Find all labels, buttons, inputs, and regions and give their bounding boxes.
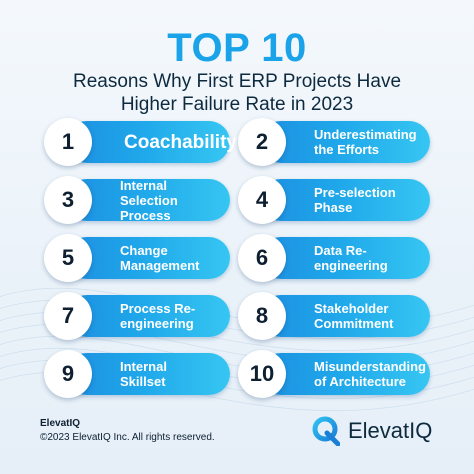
reason-number-10: 10 [238,350,286,398]
reason-number-5: 5 [44,234,92,282]
reason-label-2: Underestimating the Efforts [260,121,430,163]
reason-label-5: Change Management [66,237,230,279]
reason-item-7: Process Re-engineering 7 [44,292,230,340]
reason-label-3: Internal Selection Process [66,178,230,223]
reason-label-10: Misunderstanding of Architecture [260,353,430,395]
reason-label-8: Stakeholder Commitment [260,295,430,337]
reason-item-6: Data Re-engineering 6 [238,234,430,282]
reason-label-6: Data Re-engineering [260,237,430,279]
subtitle-line-1: Reasons Why First ERP Projects Have [72,71,402,92]
reason-label-1: Coachability [66,121,237,163]
logo-text: ElevatIQ [348,418,433,443]
reason-number-3: 3 [44,176,92,224]
reason-label-9: Internal Skillset [66,353,230,395]
reason-label-4: Pre-selection Phase [260,179,430,221]
footer-brand: ElevatIQ [40,418,81,429]
reason-number-6: 6 [238,234,286,282]
reason-item-8: Stakeholder Commitment 8 [238,292,430,340]
brand-logo: ElevatIQ [312,414,432,448]
reason-item-5: Change Management 5 [44,234,230,282]
subtitle-line-2: Higher Failure Rate in 2023 [120,94,354,115]
reason-number-1: 1 [44,118,92,166]
reason-item-2: Underestimating the Efforts 2 [238,118,430,166]
elevatiq-q-logo-icon [312,416,340,446]
reason-number-8: 8 [238,292,286,340]
reason-item-3: Internal Selection Process 3 [44,176,230,224]
reason-number-2: 2 [238,118,286,166]
reason-item-10: Misunderstanding of Architecture 10 [238,350,430,398]
reason-number-9: 9 [44,350,92,398]
reason-label-7: Process Re-engineering [66,295,230,337]
reason-item-4: Pre-selection Phase 4 [238,176,430,224]
reason-number-4: 4 [238,176,286,224]
page-title: TOP 10 [167,26,307,70]
reason-item-9: Internal Skillset 9 [44,350,230,398]
reason-item-1: Coachability 1 [44,118,237,166]
footer-copyright: ©2023 ElevatIQ Inc. All rights reserved. [40,432,215,443]
reason-number-7: 7 [44,292,92,340]
